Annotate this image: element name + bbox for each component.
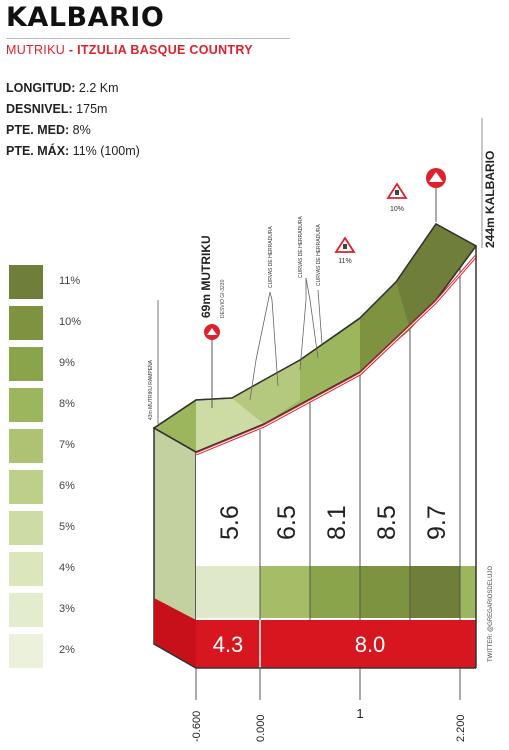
profile-left-wall-red bbox=[154, 598, 196, 668]
legend-swatch bbox=[8, 387, 44, 423]
credit: TWITTER: @GREGARIOSDELUJO bbox=[488, 566, 494, 662]
legend-swatch bbox=[8, 428, 44, 464]
ribbon-shade bbox=[396, 224, 476, 330]
legend-swatch bbox=[8, 305, 44, 341]
curve-label: CURVAS DE HERRADURA bbox=[316, 224, 322, 286]
start-label: 69m MUTRIKU bbox=[199, 235, 213, 318]
legend-swatch bbox=[8, 592, 44, 628]
legend-label: 9% bbox=[59, 357, 75, 369]
ribbon-shade bbox=[360, 282, 410, 372]
legend-item: 11% bbox=[8, 264, 88, 305]
band-segment-5 bbox=[410, 566, 460, 618]
band-segment-1 bbox=[196, 566, 260, 618]
legend-swatch bbox=[8, 469, 44, 505]
x-tick-label: 2.200 bbox=[455, 714, 467, 742]
start-sub-label: DESVIO GI-3230 bbox=[220, 279, 226, 318]
max-gradient-marker: 11% bbox=[334, 236, 356, 265]
section-gradient: 8.0 bbox=[355, 632, 386, 657]
legend-swatch bbox=[8, 264, 44, 300]
curve-leader bbox=[249, 291, 271, 401]
legend-swatch bbox=[8, 633, 44, 669]
segment-gradient: 5.6 bbox=[216, 505, 244, 540]
race-name: ITZULIA BASQUE COUNTRY bbox=[77, 43, 253, 57]
legend-item: 10% bbox=[8, 305, 88, 346]
climb-start-icon-peak bbox=[207, 328, 217, 335]
x-tick-label: 0.000 bbox=[255, 714, 267, 742]
legend-label: 5% bbox=[59, 521, 75, 533]
summit-icon-peak bbox=[429, 172, 443, 182]
ribbon-shade bbox=[232, 360, 300, 424]
band-segment-2 bbox=[260, 566, 310, 618]
stat-avg-gradient: PTE. MED: 8% bbox=[6, 123, 91, 137]
page-title: KALBARIO bbox=[6, 2, 165, 33]
stat-elevation: DESNIVEL: 175m bbox=[6, 102, 108, 116]
legend-label: 10% bbox=[59, 316, 82, 328]
title-rule bbox=[6, 38, 290, 39]
curve-leader bbox=[269, 291, 279, 387]
legend-item: 3% bbox=[8, 592, 88, 633]
segment-gradient: 8.1 bbox=[323, 505, 351, 540]
ribbon-shade bbox=[300, 340, 345, 400]
legend-item: 5% bbox=[8, 510, 88, 551]
gradient-legend: 11% 10% 9% 8% 7% 6% 5% 4% 3% 2% bbox=[8, 264, 88, 674]
start-town: MUTRIKU bbox=[6, 43, 66, 57]
warning-triangle-icon-glyph bbox=[343, 244, 347, 249]
ribbon-shade bbox=[196, 398, 264, 452]
legend-item: 8% bbox=[8, 387, 88, 428]
max-gradient-label: 10% bbox=[390, 206, 404, 213]
legend-label: 7% bbox=[59, 439, 75, 451]
warning-triangle-icon-glyph bbox=[395, 190, 399, 195]
end-label: 244m KALBARIO bbox=[483, 151, 497, 248]
curve-leader bbox=[299, 278, 307, 371]
legend-label: 6% bbox=[59, 480, 75, 492]
band-segment-3 bbox=[310, 566, 360, 618]
curve-label: CURVAS DE HERRADURA bbox=[268, 226, 274, 288]
legend-swatch bbox=[8, 510, 44, 546]
section-gradient: 4.3 bbox=[213, 632, 244, 657]
ribbon-outline bbox=[152, 223, 478, 453]
stat-max-gradient: PTE. MÁX: 11% (100m) bbox=[6, 144, 140, 158]
max-gradient-marker: 10% bbox=[386, 182, 408, 213]
pre-annotation: 43m MUTRIKU RAMPENA bbox=[148, 359, 154, 420]
legend-item: 9% bbox=[8, 346, 88, 387]
profile-face bbox=[196, 254, 476, 620]
x-tick-label: 1 bbox=[356, 706, 363, 721]
legend-item: 7% bbox=[8, 428, 88, 469]
legend-label: 11% bbox=[59, 275, 81, 287]
legend-item: 6% bbox=[8, 469, 88, 510]
legend-label: 8% bbox=[59, 398, 75, 410]
segment-gradient: 6.5 bbox=[273, 505, 301, 540]
stat-length: LONGITUD: 2.2 Km bbox=[6, 81, 119, 95]
legend-label: 3% bbox=[59, 603, 75, 615]
segment-gradient: 8.5 bbox=[373, 505, 401, 540]
climb-stats: LONGITUD: 2.2 Km DESNIVEL: 175m PTE. MED… bbox=[6, 78, 140, 162]
legend-label: 2% bbox=[59, 644, 75, 656]
band-segment-6 bbox=[460, 566, 476, 618]
legend-item: 2% bbox=[8, 633, 88, 674]
road-line-inner bbox=[195, 255, 477, 455]
legend-swatch bbox=[8, 346, 44, 382]
legend-label: 4% bbox=[59, 562, 75, 574]
profile-bottom-edge bbox=[153, 643, 197, 669]
curve-leader bbox=[317, 289, 323, 345]
x-tick-label: -0.600 bbox=[191, 711, 203, 742]
segment-gradient: 9.7 bbox=[423, 505, 451, 540]
subtitle-separator: - bbox=[65, 43, 78, 57]
legend-item: 4% bbox=[8, 551, 88, 592]
subtitle: MUTRIKU - ITZULIA BASQUE COUNTRY bbox=[6, 43, 253, 57]
legend-swatch bbox=[8, 551, 44, 587]
band-segment-4 bbox=[360, 566, 410, 618]
curve-label: CURVAS DE HERRADURA bbox=[298, 216, 304, 278]
profile-red-band bbox=[196, 620, 476, 668]
curve-leader bbox=[305, 277, 319, 359]
max-gradient-label: 11% bbox=[338, 258, 352, 265]
